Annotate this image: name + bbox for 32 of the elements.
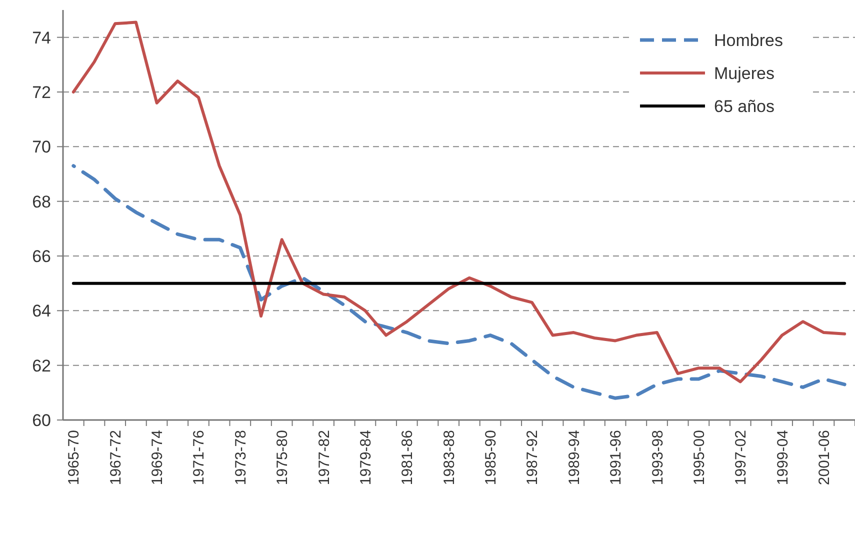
x-tick-label: 1985-90 <box>482 430 500 486</box>
legend-label: Mujeres <box>714 64 774 83</box>
x-tick-label: 1991-96 <box>608 430 625 486</box>
x-tick-label: 1995-00 <box>690 430 708 486</box>
y-tick-label: 68 <box>32 192 51 212</box>
line-series <box>72 164 846 400</box>
x-tick-label: 1987-92 <box>524 430 542 486</box>
legend-label: Hombres <box>714 30 783 50</box>
y-tick-label: 72 <box>32 82 51 102</box>
x-tick-label: 1975-80 <box>274 430 292 486</box>
x-tick-label: 1977-82 <box>316 430 333 486</box>
x-tick-label: 1999-04 <box>774 430 792 486</box>
x-tick-label: 1997-02 <box>732 430 750 486</box>
x-tick-label: 1981-86 <box>399 430 416 486</box>
legend-label: 65 años <box>714 96 774 116</box>
x-tick-label: 1979-84 <box>357 430 374 486</box>
x-tick-label: 1969-74 <box>149 430 166 486</box>
y-tick-label: 60 <box>32 410 51 430</box>
x-tick-label: 1973-78 <box>232 430 250 486</box>
x-tick-label: 2001-06 <box>816 430 833 486</box>
y-tick-label: 70 <box>32 138 51 157</box>
x-tick-label: 1989-94 <box>566 430 583 486</box>
x-tick-label: 1965-70 <box>66 430 83 486</box>
line-series <box>72 20 846 384</box>
x-tick-label: 1967-72 <box>107 430 124 486</box>
y-tick-label: 74 <box>32 28 51 48</box>
x-tick-label: 1983-88 <box>440 430 458 486</box>
y-tick-label: 62 <box>32 356 51 376</box>
y-tick-label: 66 <box>32 246 51 266</box>
x-tick-label: 1993-98 <box>649 430 666 486</box>
x-tick-label: 1971-76 <box>190 430 208 486</box>
y-tick-label: 64 <box>32 302 51 321</box>
